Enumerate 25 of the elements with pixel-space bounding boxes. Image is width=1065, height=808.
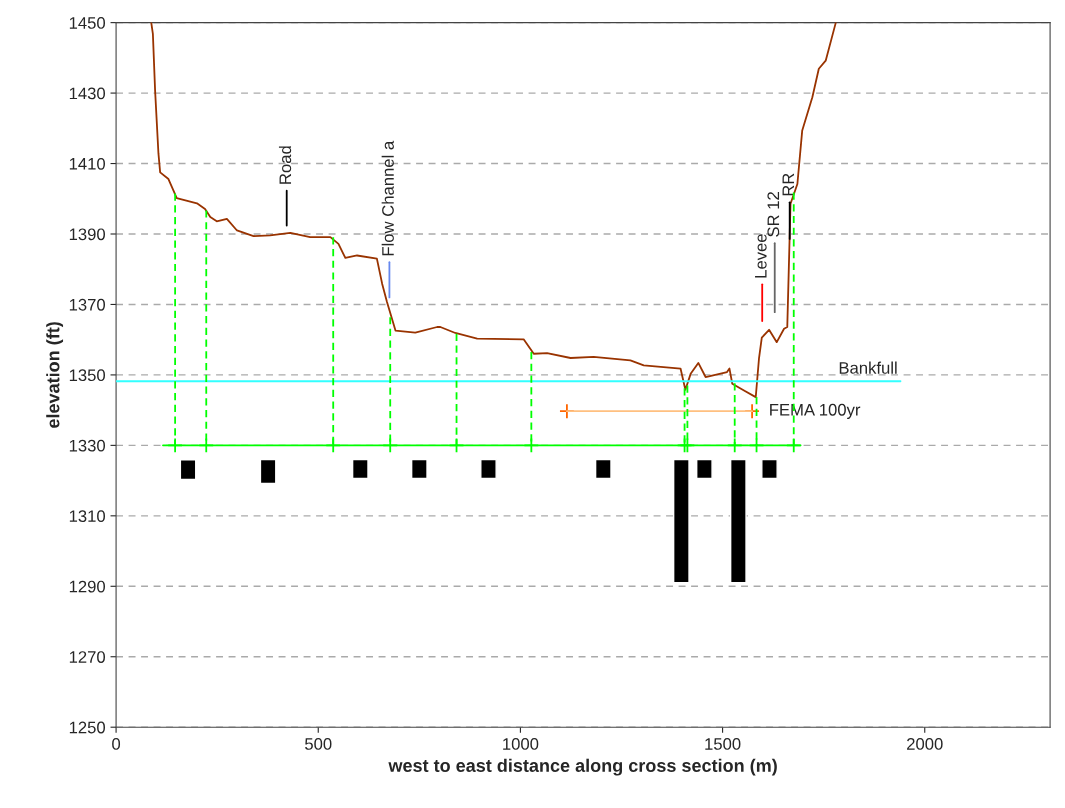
y-tick-label: 1370 xyxy=(69,298,106,311)
y-tick-label: 1270 xyxy=(69,651,106,663)
y-tick-label: 1350 xyxy=(69,369,106,382)
x-tick-label: 2000 xyxy=(907,738,943,750)
y-tick-label: 1310 xyxy=(69,510,106,523)
annotation: RR xyxy=(782,173,795,196)
y-tick-label: 1410 xyxy=(69,157,106,170)
annotation: SR 12 xyxy=(767,192,780,237)
x-tick-label: 0 xyxy=(112,738,121,750)
annotation: Flow Channel a xyxy=(381,140,394,256)
x-tick-label: 1000 xyxy=(503,738,539,750)
annotation: Road xyxy=(278,146,292,184)
x-axis-title: west to east distance along cross section (m) xyxy=(388,758,777,776)
series-label: Bankfull xyxy=(839,361,897,374)
x-tick-label: 500 xyxy=(305,738,332,750)
y-tick-label: 1250 xyxy=(69,721,106,734)
x-tick-label: 1500 xyxy=(705,738,741,750)
series-label: FEMA 100yr xyxy=(770,403,861,419)
annotation: Levee xyxy=(755,234,767,278)
y-tick-label: 1330 xyxy=(69,439,106,452)
y-tick-label: 1430 xyxy=(69,87,106,100)
y-axis-title: elevation (ft) xyxy=(46,322,64,428)
y-tick-label: 1390 xyxy=(69,228,106,241)
y-tick-label: 1290 xyxy=(69,580,106,593)
y-tick-label: 1450 xyxy=(69,17,106,29)
